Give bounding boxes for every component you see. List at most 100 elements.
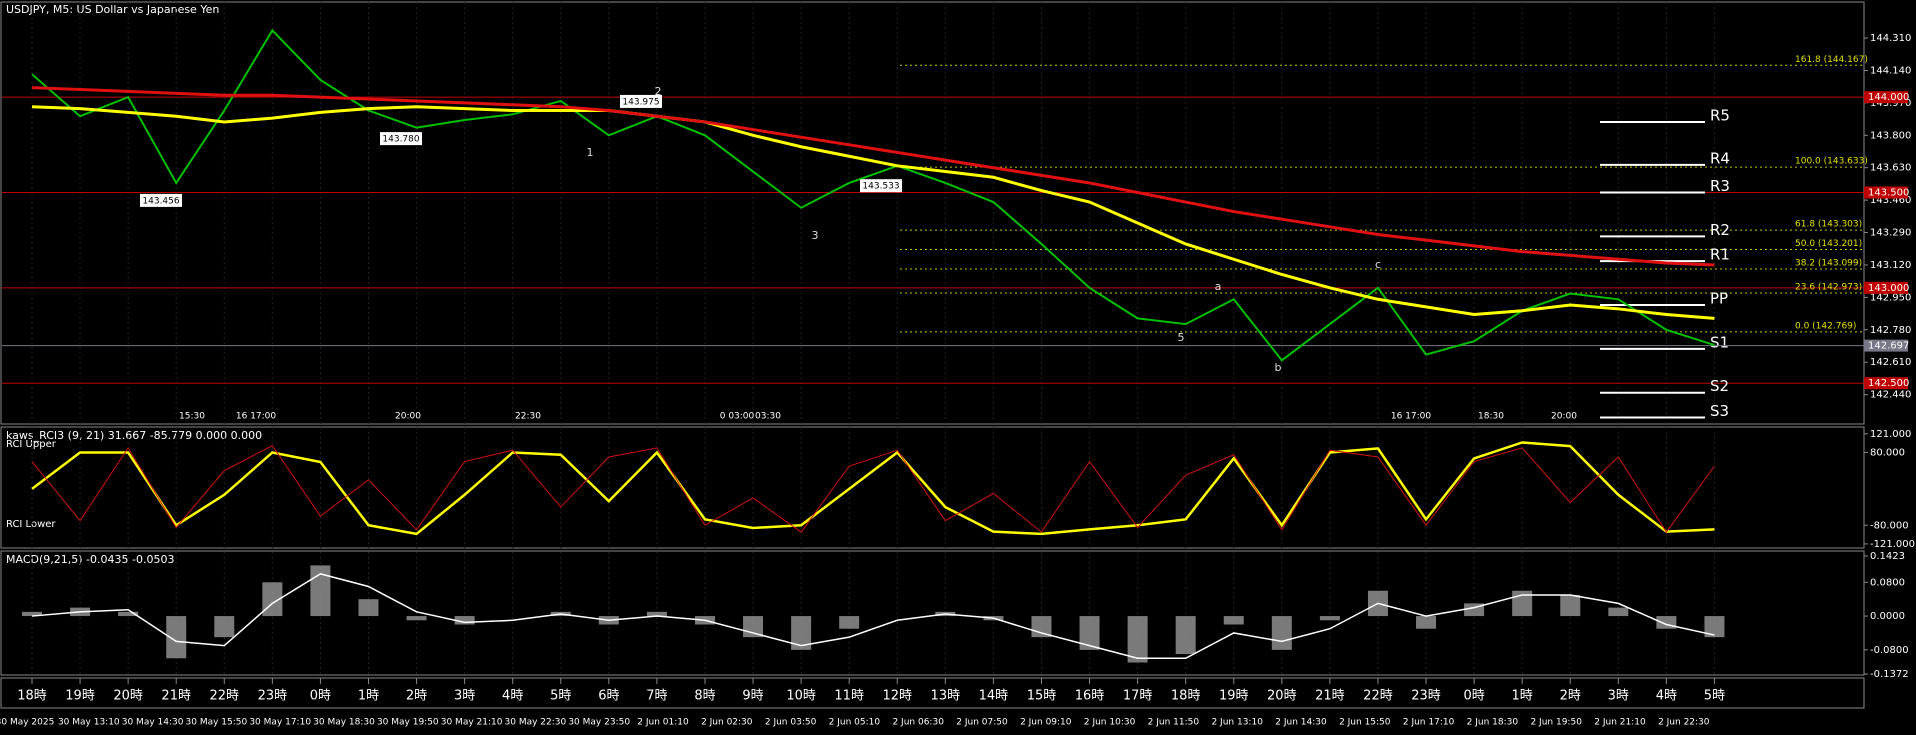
x-tick-label: 4時	[1656, 689, 1677, 704]
date-label: 2 Jun 05:10	[829, 718, 881, 728]
price-tick-label: 142.950	[1870, 292, 1911, 303]
session-label: 16 17:00	[1391, 412, 1432, 422]
date-label: 2 Jun 21:10	[1594, 718, 1646, 728]
price-label-box	[620, 94, 662, 108]
date-label: 2 Jun 09:10	[1020, 718, 1072, 728]
macd-bar	[214, 616, 235, 638]
x-tick-label: 0時	[310, 689, 331, 704]
x-tick-label: 2時	[406, 689, 427, 704]
macd-bar	[166, 616, 187, 659]
pivot-label: R2	[1710, 221, 1730, 239]
date-label: 2 Jun 02:30	[701, 718, 753, 728]
date-label: 30 May 17:10	[249, 718, 311, 728]
price-tick-label: 143.460	[1870, 195, 1911, 206]
price-label: 143.975	[622, 97, 659, 107]
macd-tick-label: 0.0800	[1870, 577, 1905, 588]
session-label: 20:00	[395, 412, 421, 422]
price-label: 143.456	[142, 196, 179, 206]
x-tick-label: 22時	[210, 689, 240, 704]
wave-label: c	[1375, 258, 1381, 271]
x-tick-label: 3時	[1608, 689, 1629, 704]
x-tick-label: 12時	[882, 689, 912, 704]
date-label: 2 Jun 10:30	[1084, 718, 1136, 728]
x-tick-label: 11時	[834, 689, 864, 704]
rci-line	[31, 445, 1715, 533]
date-label: 30 May 15:50	[186, 718, 248, 728]
date-label: 2 Jun 22:30	[1658, 718, 1710, 728]
date-label: 30 May 23:50	[568, 718, 630, 728]
x-tick-label: 14時	[979, 689, 1009, 704]
x-tick-label: 22時	[1363, 689, 1393, 704]
pivot-label: R5	[1710, 106, 1730, 124]
macd-bar	[1608, 607, 1629, 617]
price-panel	[0, 1, 1865, 425]
x-tick-label: 16時	[1075, 689, 1105, 704]
price-tick-label: 143.800	[1870, 130, 1911, 141]
chart-title: USDJPY, M5: US Dollar vs Japanese Yen	[6, 3, 219, 16]
fib-label: 161.8 (144.167)	[1795, 55, 1868, 65]
current-label: 142.697	[1868, 341, 1909, 352]
macd-bar	[1223, 616, 1244, 625]
time-axis	[0, 677, 1865, 709]
rci-tick-label: 121.000	[1870, 429, 1911, 440]
wave-label: 3	[812, 229, 819, 242]
price-line	[31, 105, 1715, 320]
price-label-box	[380, 132, 422, 146]
date-label: 2 Jun 17:10	[1403, 718, 1455, 728]
macd-bar	[1271, 616, 1292, 650]
level-box	[1864, 281, 1908, 294]
price-tick-label: 143.630	[1870, 163, 1911, 174]
x-tick-label: 2時	[1560, 689, 1581, 704]
macd-bar	[118, 611, 139, 617]
wave-label: b	[1275, 361, 1282, 374]
wave-label: a	[1215, 280, 1222, 293]
price-line	[31, 86, 1715, 267]
macd-bar	[310, 565, 331, 617]
x-tick-label: 19時	[65, 689, 95, 704]
macd-tick-label: 0.1423	[1870, 551, 1905, 562]
level-box	[1864, 186, 1908, 199]
price-label-box	[860, 179, 902, 193]
fib-label: 61.8 (143.303)	[1795, 220, 1862, 230]
macd-bar	[1512, 590, 1533, 617]
x-tick-label: 23時	[1411, 689, 1441, 704]
level-box	[1864, 91, 1908, 104]
x-tick-label: 1時	[358, 689, 379, 704]
pivot-label: PP	[1710, 290, 1728, 308]
macd-bar	[454, 616, 475, 625]
macd-tick-label: 0.0000	[1870, 611, 1905, 622]
x-tick-label: 5時	[550, 689, 571, 704]
macd-bar	[1175, 616, 1196, 655]
session-label: 16 17:00	[236, 412, 277, 422]
price-label: 143.780	[382, 135, 419, 145]
macd-bar	[839, 616, 860, 629]
date-label: 30 May 21:10	[441, 718, 503, 728]
date-label: 30 May 14:30	[122, 718, 184, 728]
date-label: 2 Jun 01:10	[637, 718, 689, 728]
x-tick-label: 9時	[742, 689, 763, 704]
x-tick-label: 20時	[1267, 689, 1297, 704]
date-label: 30 May 18:30	[313, 718, 375, 728]
date-label: 2 Jun 03:50	[765, 718, 817, 728]
date-label: 30 May 2025	[0, 718, 54, 728]
x-tick-label: 8時	[694, 689, 715, 704]
macd-bar	[646, 611, 667, 617]
price-tick-label: 142.440	[1870, 390, 1911, 401]
date-label: 2 Jun 11:50	[1148, 718, 1200, 728]
date-label: 2 Jun 06:30	[892, 718, 944, 728]
pivot-label: R4	[1710, 149, 1730, 167]
date-label: 2 Jun 19:50	[1530, 718, 1582, 728]
level-label: 143.000	[1868, 283, 1909, 294]
macd-bar	[406, 616, 427, 621]
x-tick-label: 21時	[161, 689, 191, 704]
date-label: 30 May 22:30	[505, 718, 567, 728]
macd-title: MACD(9,21,5) -0.0435 -0.0503	[6, 553, 174, 566]
macd-bar	[358, 599, 379, 617]
x-tick-label: 17時	[1123, 689, 1153, 704]
level-box	[1864, 377, 1908, 390]
macd-tick-label: -0.0800	[1870, 645, 1909, 656]
rci-line	[31, 441, 1715, 536]
